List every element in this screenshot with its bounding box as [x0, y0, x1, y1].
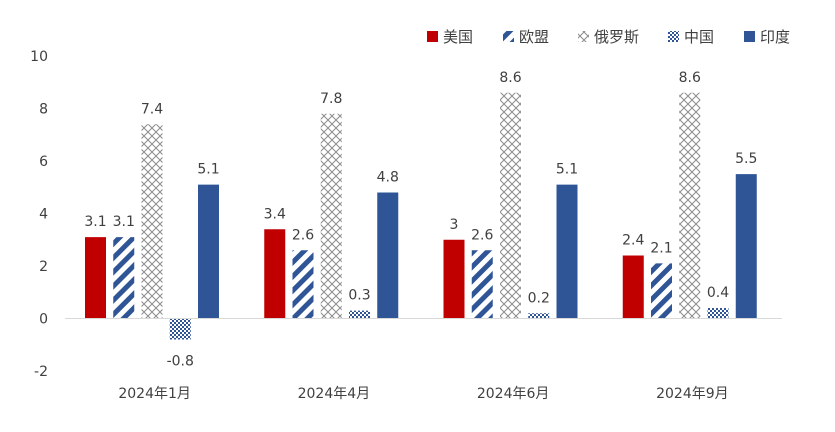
legend-label: 美国 — [443, 28, 473, 46]
bar — [377, 192, 399, 319]
bar — [85, 237, 106, 319]
bar — [443, 239, 465, 319]
legend-swatch — [744, 31, 755, 42]
data-label: 3.4 — [264, 206, 286, 222]
data-label: 2.4 — [622, 233, 644, 249]
bar — [471, 250, 493, 319]
data-label: 4.8 — [377, 170, 399, 186]
bar — [679, 92, 701, 319]
data-label: 2.6 — [471, 227, 493, 243]
y-tick-label: 6 — [39, 154, 48, 170]
data-label: 3 — [450, 217, 459, 233]
legend: 美国 欧盟 俄罗斯 中国 印度 — [427, 28, 790, 46]
bar — [707, 308, 729, 319]
data-label: 5.1 — [556, 162, 578, 178]
bar — [556, 184, 578, 319]
y-tick-label: 8 — [39, 102, 48, 118]
bar — [113, 237, 135, 319]
legend-item: 欧盟 — [503, 28, 549, 46]
y-axis-tick-labels: -2 0 2 4 6 8 10 — [30, 49, 48, 380]
bar — [735, 174, 757, 319]
y-tick-label: 10 — [30, 49, 48, 65]
y-tick-label: 2 — [39, 259, 48, 275]
data-label: 3.1 — [84, 214, 106, 230]
data-label: 0.3 — [348, 288, 370, 304]
bar — [349, 310, 370, 319]
data-label: 8.6 — [499, 70, 521, 86]
bar — [651, 263, 672, 319]
bar — [528, 313, 550, 319]
bar — [264, 229, 286, 319]
y-tick-label: 4 — [39, 207, 48, 223]
legend-label: 欧盟 — [519, 28, 549, 46]
legend-swatch — [578, 31, 589, 42]
bar — [141, 124, 163, 319]
data-label: 5.1 — [197, 162, 219, 178]
data-label: 7.8 — [320, 91, 342, 107]
legend-item: 中国 — [668, 28, 714, 46]
data-label: 2.1 — [650, 240, 672, 256]
y-tick-label: 0 — [39, 312, 48, 328]
x-category-label: 2024年1月 — [118, 386, 191, 402]
data-label: 0.2 — [528, 290, 550, 306]
bars — [85, 92, 757, 340]
x-category-label: 2024年4月 — [298, 386, 371, 402]
legend-swatch — [503, 31, 514, 42]
x-category-label: 2024年6月 — [477, 386, 550, 402]
bar — [169, 318, 191, 340]
bar — [292, 250, 314, 319]
data-label: 8.6 — [679, 70, 701, 86]
data-label: 7.4 — [141, 101, 163, 117]
legend-swatch — [668, 31, 679, 42]
bar — [198, 184, 219, 319]
legend-label: 印度 — [760, 28, 790, 46]
bar — [622, 255, 644, 319]
legend-item: 美国 — [427, 28, 473, 46]
data-label: 0.4 — [707, 285, 729, 301]
bar — [500, 92, 521, 319]
legend-item: 印度 — [744, 28, 790, 46]
x-axis-category-labels: 2024年1月 2024年4月 2024年6月 2024年9月 — [118, 386, 728, 402]
data-labels: 3.1 3.4 3 2.4 3.1 2.6 2.6 2.1 7.4 7.8 8.6 8.6 -0.8 0.… — [84, 70, 757, 370]
legend-swatch — [427, 31, 438, 42]
legend-item: 俄罗斯 — [578, 28, 639, 46]
y-tick-label: -2 — [34, 364, 48, 380]
data-label: 2.6 — [292, 227, 314, 243]
x-category-label: 2024年9月 — [656, 386, 729, 402]
bar — [320, 113, 342, 319]
legend-label: 中国 — [684, 28, 714, 46]
data-label: 3.1 — [113, 214, 135, 230]
legend-label: 俄罗斯 — [594, 28, 639, 46]
data-label: -0.8 — [167, 354, 194, 370]
data-label: 5.5 — [735, 151, 757, 167]
